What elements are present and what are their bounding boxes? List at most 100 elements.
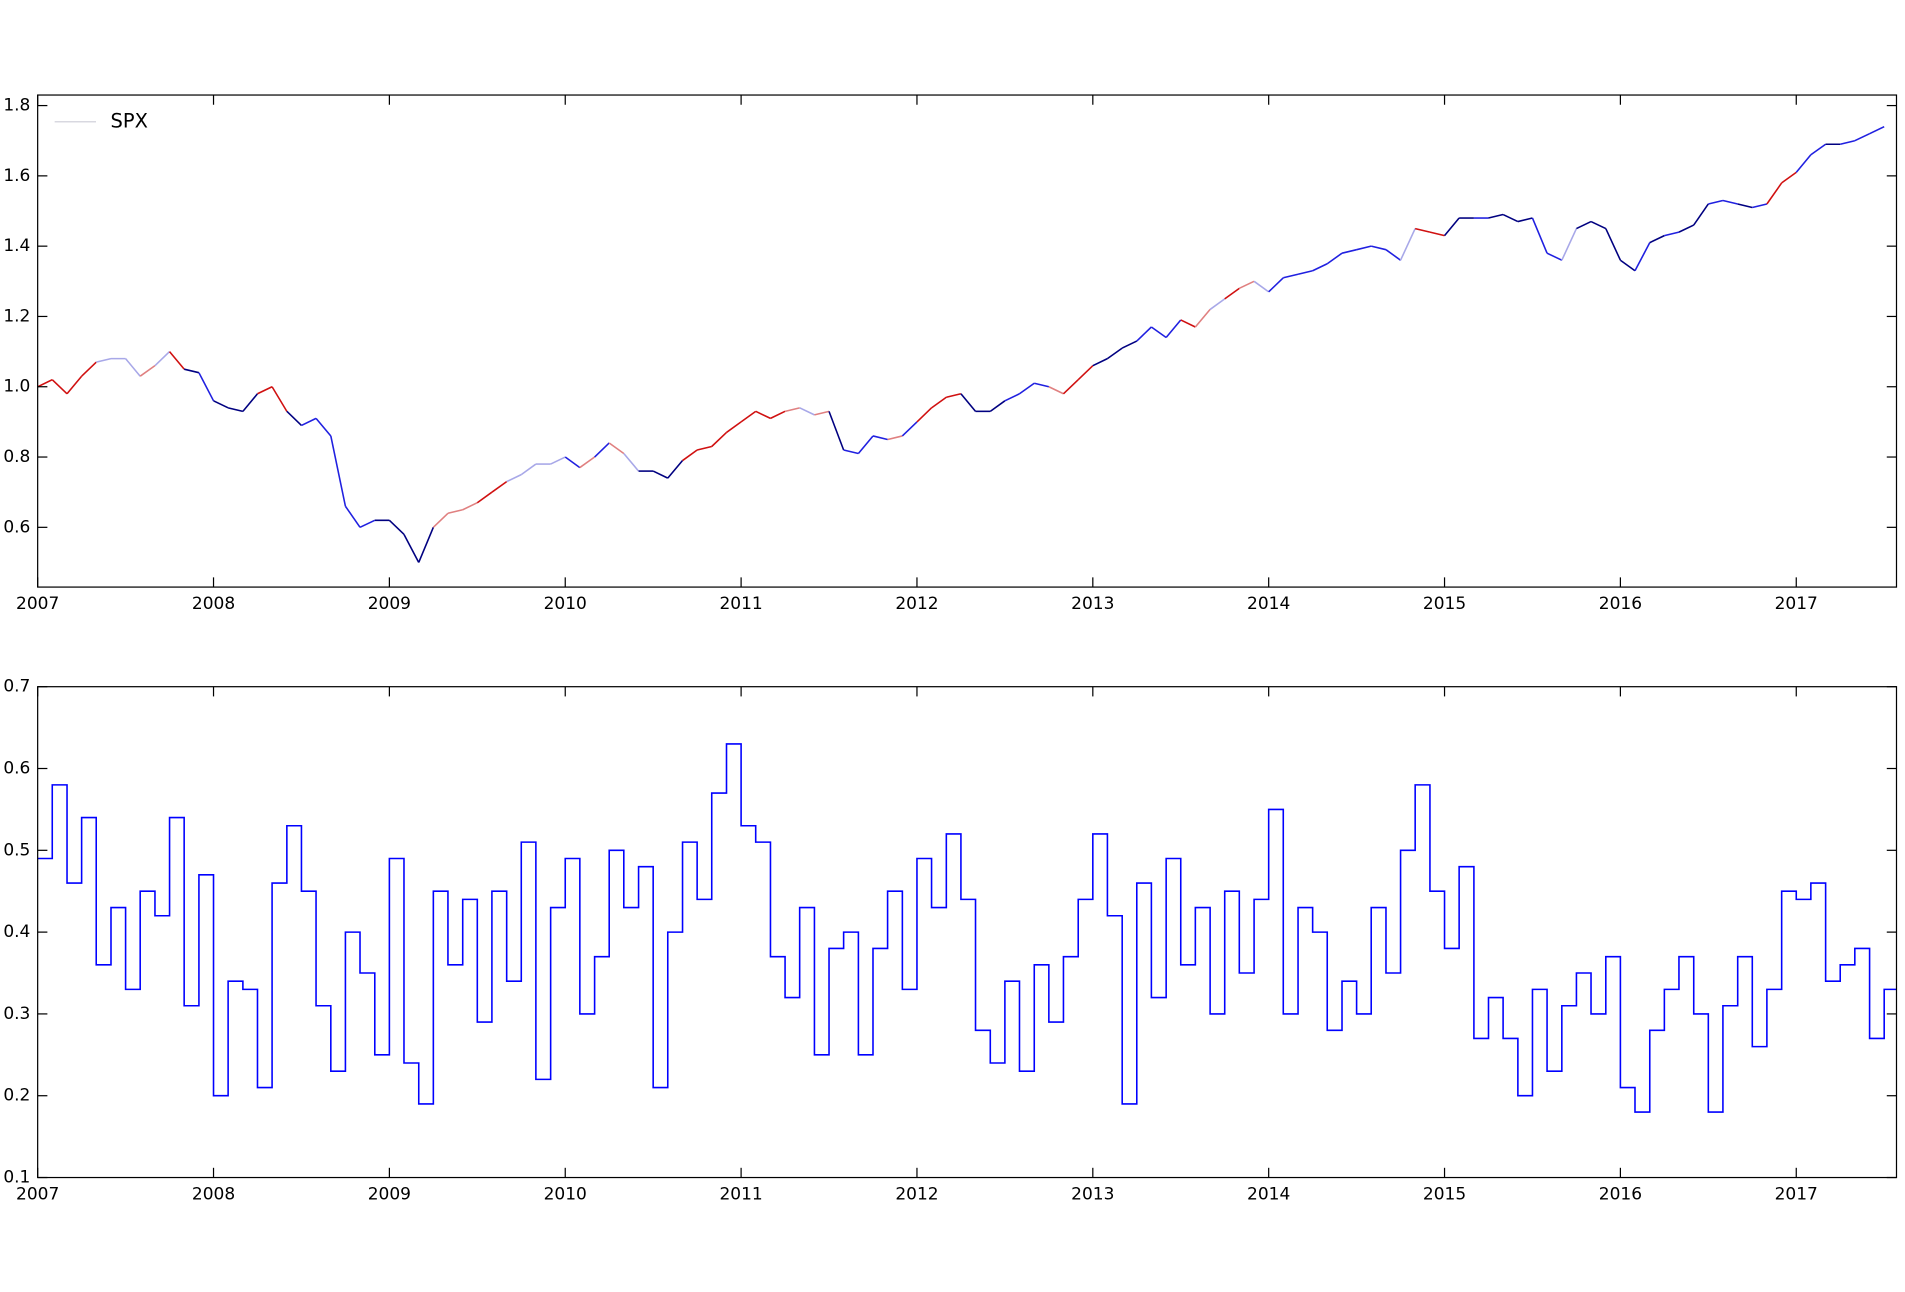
- line-segment: [388, 519, 405, 535]
- y-tick-label: 0.1: [3, 1168, 30, 1188]
- line-segment: [1326, 252, 1343, 265]
- x-tick-label: 2015: [1423, 594, 1466, 614]
- line-segment: [843, 449, 859, 455]
- line-segment: [286, 410, 302, 426]
- line-segment: [520, 463, 537, 476]
- x-tick-label: 2015: [1423, 1185, 1466, 1205]
- line-segment: [916, 407, 933, 423]
- line-segment: [66, 375, 83, 395]
- y-tick-label: 1.6: [3, 166, 30, 186]
- line-segment: [1106, 347, 1123, 360]
- line-segment: [828, 411, 845, 451]
- line-segment: [1268, 277, 1284, 293]
- line-segment: [1546, 252, 1563, 261]
- y-tick-label: 0.4: [3, 922, 30, 942]
- line-segment: [608, 442, 625, 455]
- line-segment: [1781, 171, 1797, 184]
- line-segment: [872, 435, 888, 441]
- line-segment: [550, 456, 566, 465]
- y-tick-label: 0.6: [3, 517, 30, 537]
- line-segment: [432, 512, 449, 528]
- x-tick-label: 2013: [1071, 1185, 1114, 1205]
- line-segment: [1488, 213, 1504, 219]
- line-segment: [1004, 393, 1020, 402]
- line-segment: [1561, 228, 1578, 261]
- line-segment: [770, 410, 786, 420]
- line-segment: [623, 453, 640, 472]
- line-segment: [1531, 217, 1548, 254]
- line-segment: [1194, 308, 1211, 328]
- line-segment: [242, 393, 259, 412]
- x-tick-label: 2011: [719, 1185, 762, 1205]
- line-segment: [784, 407, 800, 413]
- line-segment: [301, 417, 317, 427]
- line-segment: [1165, 319, 1182, 339]
- line-segment: [901, 421, 918, 437]
- line-segment: [1092, 357, 1108, 367]
- line-segment: [1077, 365, 1094, 381]
- line-segment: [1664, 231, 1680, 237]
- y-tick-label: 1.4: [3, 236, 30, 256]
- legend-label: SPX: [111, 109, 148, 132]
- line-segment: [1502, 213, 1519, 223]
- line-segment: [124, 358, 141, 377]
- line-segment: [403, 533, 420, 563]
- line-segment: [1795, 154, 1812, 173]
- line-segment: [931, 396, 947, 409]
- line-segment: [1649, 234, 1665, 244]
- line-segment: [227, 407, 244, 413]
- line-segment: [1062, 379, 1079, 395]
- y-tick-label: 0.6: [3, 759, 30, 779]
- x-tick-label: 2017: [1775, 594, 1818, 614]
- line-segment: [183, 368, 200, 374]
- line-segment: [1576, 220, 1592, 230]
- x-tick-label: 2008: [192, 594, 235, 614]
- x-tick-label: 2012: [895, 594, 938, 614]
- line-segment: [1399, 228, 1416, 261]
- line-segment: [330, 435, 347, 507]
- line-segment: [652, 470, 669, 479]
- line-segment: [594, 442, 610, 458]
- line-segment: [696, 445, 712, 451]
- line-segment: [1414, 227, 1431, 233]
- line-segment: [506, 473, 522, 483]
- line-segment: [755, 410, 771, 420]
- line-segment: [1238, 280, 1255, 290]
- line-segment: [799, 407, 815, 416]
- line-segment: [1619, 259, 1636, 272]
- x-tick-label: 2010: [544, 1185, 587, 1205]
- line-segment: [447, 508, 463, 515]
- line-segment: [344, 505, 361, 528]
- line-segment: [257, 386, 273, 395]
- y-tick-label: 1.0: [3, 377, 30, 397]
- line-segment: [1312, 263, 1328, 272]
- line-segment: [1136, 326, 1152, 342]
- line-segment: [1722, 199, 1738, 205]
- line-segment: [1341, 248, 1357, 254]
- y-tick-label: 0.5: [3, 840, 30, 860]
- line-segment: [857, 435, 874, 455]
- line-segment: [1356, 245, 1372, 251]
- line-segment: [1693, 203, 1709, 226]
- line-segment: [198, 372, 215, 402]
- line-segment: [1810, 143, 1827, 156]
- line-segment: [96, 357, 112, 363]
- line-segment: [667, 460, 684, 479]
- line-segment: [1048, 386, 1064, 395]
- axes-frame: [37, 686, 1898, 1179]
- line-segment: [1121, 340, 1138, 349]
- subplot: 0.6 0.8 1.0 1.2 1.4 1.6 1.8 2007 2008 2009 2010 201…: [3, 94, 1898, 614]
- line-segment: [814, 410, 830, 416]
- line-segment: [271, 386, 288, 412]
- line-segment: [989, 400, 1006, 412]
- line-segment: [726, 421, 742, 434]
- line-segment: [682, 449, 698, 462]
- line-segment: [1590, 220, 1607, 230]
- line-segment: [1034, 382, 1050, 388]
- plot-area: [37, 125, 1885, 563]
- line-segment: [960, 393, 977, 412]
- x-tick-label: 2016: [1599, 1185, 1642, 1205]
- line-segment: [1634, 242, 1651, 272]
